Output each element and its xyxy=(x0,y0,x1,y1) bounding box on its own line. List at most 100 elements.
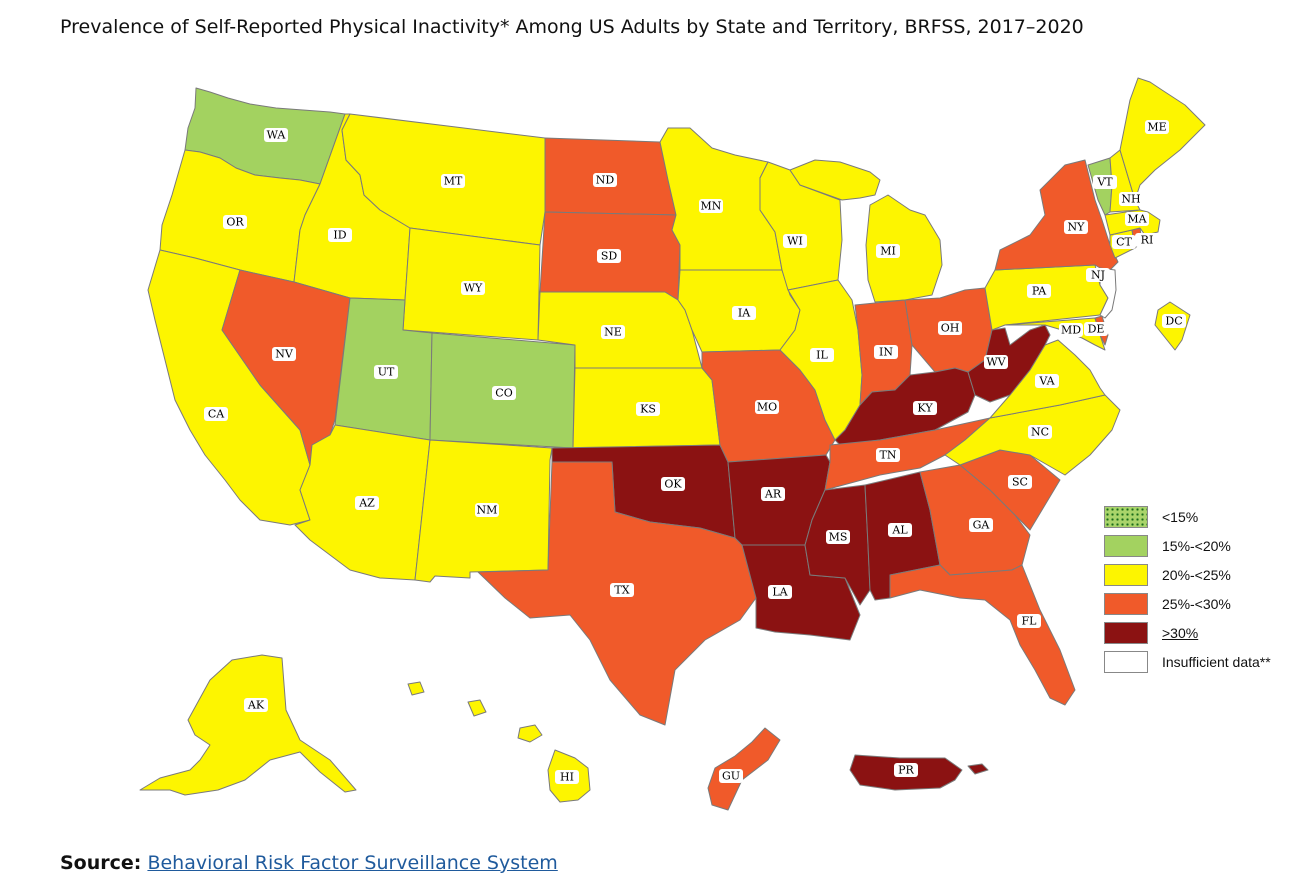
state-MI2 xyxy=(865,194,943,303)
legend-item-20-25: 20%-<25% xyxy=(1104,563,1271,587)
state-label-UT: UT xyxy=(378,366,395,379)
state-label-bg-NE xyxy=(601,325,625,339)
legend-item-15-20: 15%-<20% xyxy=(1104,534,1271,558)
state-label-IA: IA xyxy=(738,307,751,320)
state-label-HI: HI xyxy=(560,771,574,784)
state-label-NE: NE xyxy=(604,326,622,339)
state-label-bg-ME xyxy=(1145,120,1169,134)
state-label-NC: NC xyxy=(1031,426,1049,439)
state-label-bg-ID xyxy=(328,228,352,242)
legend-label-25-30: 25%-<30% xyxy=(1162,596,1231,612)
legend-label-15-20: 15%-<20% xyxy=(1162,538,1231,554)
state-label-PR: PR xyxy=(898,764,914,777)
state-label-bg-NJ xyxy=(1086,268,1110,282)
state-label-bg-MN xyxy=(699,199,723,213)
state-GU xyxy=(707,727,781,811)
state-label-bg-NH xyxy=(1119,192,1143,206)
state-WV xyxy=(967,324,1051,403)
state-label-bg-MD xyxy=(1059,323,1083,337)
state-label-bg-KS xyxy=(636,402,660,416)
state-label-bg-CT xyxy=(1112,235,1136,249)
state-ME xyxy=(1119,77,1206,201)
state-label-MA: MA xyxy=(1127,213,1147,226)
state-label-bg-OH xyxy=(938,321,962,335)
state-label-bg-AL xyxy=(888,523,912,537)
legend-label-ge30: >30% xyxy=(1162,625,1199,641)
source-label: Source: xyxy=(60,852,142,874)
state-label-VA: VA xyxy=(1038,375,1055,388)
state-label-OH: OH xyxy=(941,322,960,335)
state-label-OR: OR xyxy=(226,216,244,229)
state-label-bg-IA xyxy=(732,306,756,320)
state-label-bg-MO xyxy=(755,400,779,414)
state-MI xyxy=(789,159,881,201)
state-label-MD: MD xyxy=(1061,324,1081,337)
state-label-bg-SD xyxy=(597,249,621,263)
legend-swatch-15-20 xyxy=(1104,535,1148,557)
state-label-PA: PA xyxy=(1032,285,1047,298)
state-label-bg-TX xyxy=(610,583,634,597)
state-label-bg-MS xyxy=(826,530,850,544)
state-label-SC: SC xyxy=(1012,476,1028,489)
legend-label-20-25: 20%-<25% xyxy=(1162,567,1231,583)
state-label-bg-AK xyxy=(244,698,268,712)
state-label-NM: NM xyxy=(477,504,498,517)
state-label-bg-NV xyxy=(272,347,296,361)
state-label-bg-WI xyxy=(783,234,807,248)
state-label-bg-LA xyxy=(768,585,792,599)
state-label-AZ: AZ xyxy=(358,497,375,510)
state-label-IN: IN xyxy=(879,346,893,359)
state-label-bg-GA xyxy=(969,518,993,532)
state-label-KY: KY xyxy=(917,402,933,415)
state-label-bg-PA xyxy=(1027,284,1051,298)
legend-swatch-ge30 xyxy=(1104,622,1148,644)
state-label-bg-WA xyxy=(264,128,288,142)
state-label-LA: LA xyxy=(772,586,788,599)
state-label-bg-TN xyxy=(876,448,900,462)
state-label-bg-MA xyxy=(1125,212,1149,226)
map-title: Prevalence of Self-Reported Physical Ina… xyxy=(60,16,1084,38)
state-label-SD: SD xyxy=(601,250,618,263)
state-label-bg-UT xyxy=(374,365,398,379)
state-label-WI: WI xyxy=(787,235,803,248)
state-label-bg-FL xyxy=(1017,614,1041,628)
state-label-AR: AR xyxy=(764,488,782,501)
state-label-bg-WY xyxy=(461,281,485,295)
state-label-WV: WV xyxy=(986,356,1006,369)
state-label-bg-MI xyxy=(876,244,900,258)
source-link[interactable]: Behavioral Risk Factor Surveillance Syst… xyxy=(147,852,558,874)
state-label-VT: VT xyxy=(1096,176,1113,189)
state-label-bg-VT xyxy=(1093,175,1117,189)
state-label-TX: TX xyxy=(614,584,629,597)
state-label-bg-MT xyxy=(441,174,465,188)
state-label-bg-KY xyxy=(913,401,937,415)
state-label-bg-IN xyxy=(874,345,898,359)
legend-swatch-lt15 xyxy=(1104,506,1148,528)
legend-label-insufficient: Insufficient data** xyxy=(1162,654,1271,670)
state-label-bg-NY xyxy=(1064,220,1088,234)
legend-label-lt15: <15% xyxy=(1162,509,1199,525)
state-label-bg-NM xyxy=(475,503,499,517)
state-label-bg-IL xyxy=(810,348,834,362)
state-label-bg-OK xyxy=(661,477,685,491)
state-label-DE: DE xyxy=(1088,323,1105,336)
state-label-NY: NY xyxy=(1068,221,1086,234)
state-label-AK: AK xyxy=(247,699,265,712)
state-label-bg-AR xyxy=(761,487,785,501)
legend-swatch-25-30 xyxy=(1104,593,1148,615)
state-label-KS: KS xyxy=(640,403,656,416)
state-label-bg-ND xyxy=(593,173,617,187)
state-label-DC: DC xyxy=(1165,315,1182,328)
legend-item-25-30: 25%-<30% xyxy=(1104,592,1271,616)
state-label-MS: MS xyxy=(829,531,848,544)
legend-item-insufficient: Insufficient data** xyxy=(1104,650,1271,674)
state-label-bg-RI xyxy=(1135,233,1159,247)
state-label-IL: IL xyxy=(816,349,828,362)
state-label-WA: WA xyxy=(267,129,287,142)
map-legend: <15% 15%-<20% 20%-<25% 25%-<30% >30% Ins… xyxy=(1104,505,1271,679)
state-label-CA: CA xyxy=(208,408,225,421)
state-label-TN: TN xyxy=(880,449,897,462)
state-PR-vieques xyxy=(967,763,989,775)
state-AK xyxy=(139,654,357,796)
